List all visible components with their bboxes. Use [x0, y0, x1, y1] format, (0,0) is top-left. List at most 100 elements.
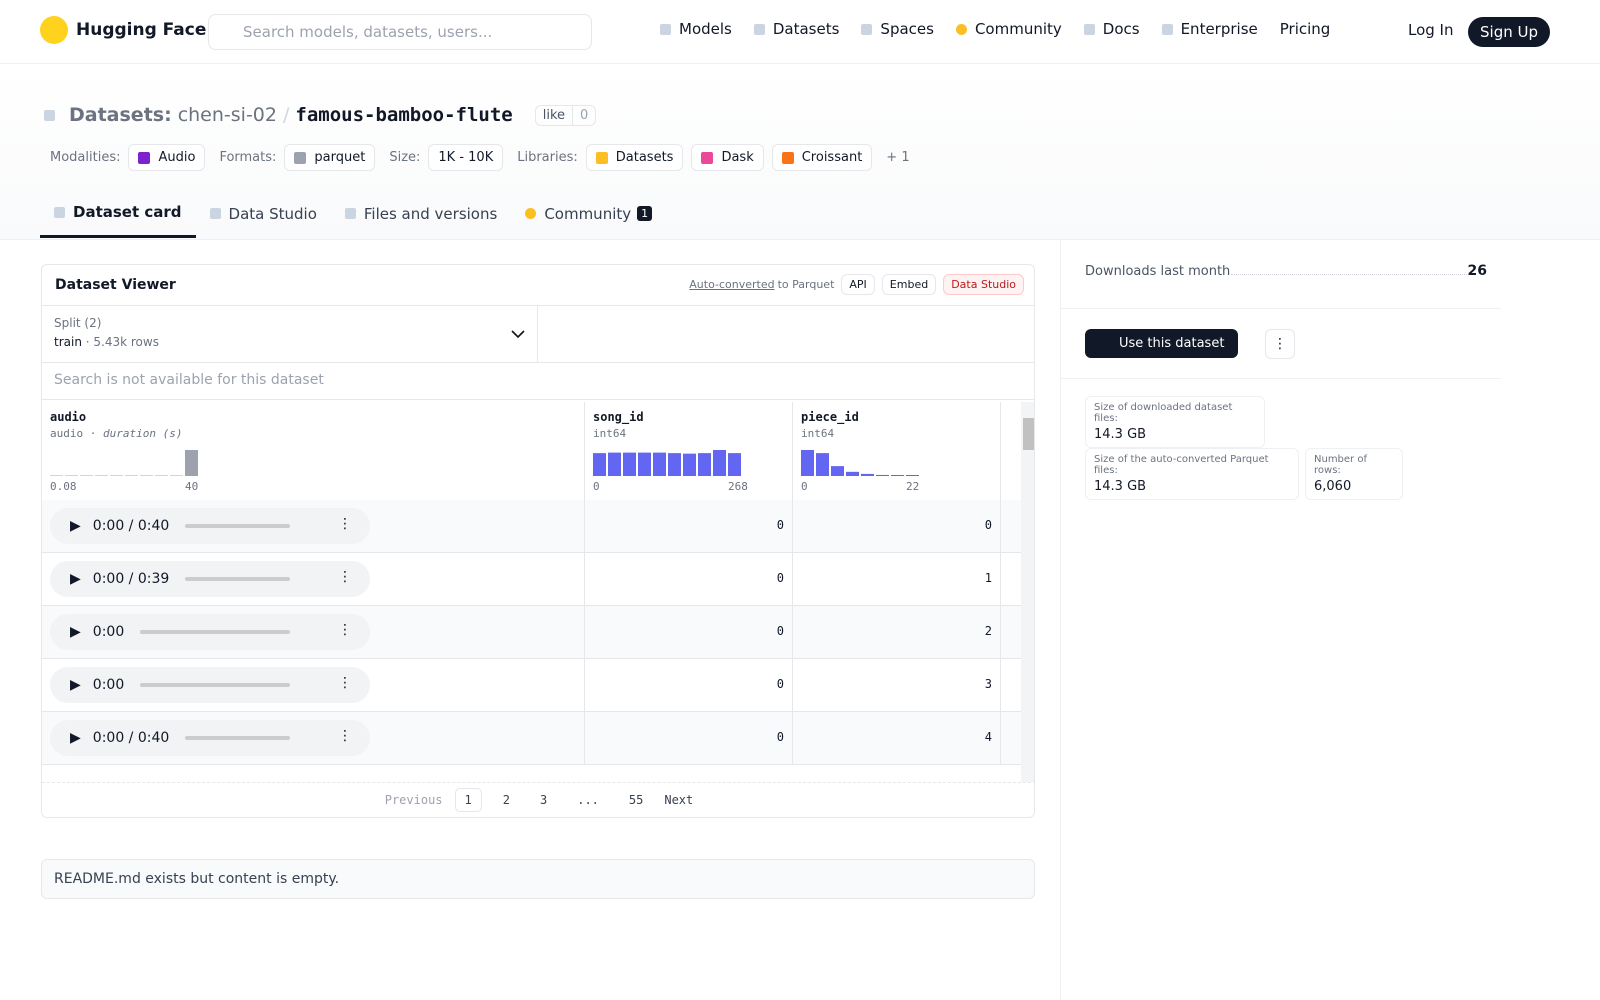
brand[interactable]: Hugging Face — [40, 16, 206, 44]
histogram-bar — [80, 475, 93, 476]
table-row: ▶ 0:00 ⋮ 0 2 — [42, 606, 1021, 659]
table-row: ▶ 0:00 / 0:39 ⋮ 0 1 — [42, 553, 1021, 606]
histogram-bar — [110, 475, 123, 476]
stat-card: Number of rows: 6,060 — [1305, 448, 1403, 500]
table-row: ▶ 0:00 / 0:40 ⋮ 0 0 — [42, 500, 1021, 553]
viewer-search: Search is not available for this dataset — [42, 363, 1034, 400]
split-select[interactable]: Split (2) train · 5.43k rows — [42, 306, 538, 362]
tab[interactable]: Community 1 — [511, 194, 666, 238]
hist-min: 0 — [593, 480, 600, 493]
split-label: Split (2) — [54, 316, 102, 330]
histogram-bar — [668, 453, 681, 476]
tag[interactable]: 1K - 10K — [428, 144, 504, 171]
tag[interactable]: Audio — [128, 144, 206, 171]
tag-text: Dask — [721, 150, 754, 165]
tab[interactable]: Dataset card — [40, 194, 196, 238]
song-id: 0 — [585, 712, 793, 765]
column-type: int64 — [593, 427, 784, 440]
signup[interactable]: Sign Up — [1468, 17, 1550, 47]
page[interactable]: 55 — [628, 793, 644, 807]
page[interactable]: 2 — [502, 793, 510, 807]
chevron — [511, 330, 525, 339]
viewer-button[interactable]: Embed — [881, 274, 937, 295]
previous[interactable]: Previous — [384, 793, 443, 807]
tab[interactable]: Data Studio — [196, 194, 331, 238]
tag-text: parquet — [314, 150, 366, 165]
nav-link[interactable]: Models — [660, 20, 732, 38]
nav-link[interactable]: Community — [955, 20, 1062, 38]
song-id: 0 — [585, 659, 793, 712]
page[interactable]: 1 — [454, 788, 482, 812]
viewer-button[interactable]: API — [841, 274, 875, 295]
histogram — [801, 450, 919, 476]
stat-value: 6,060 — [1314, 479, 1352, 494]
nav-link[interactable]: Datasets — [753, 20, 839, 38]
tab-label: Dataset card — [73, 203, 182, 221]
progress — [185, 736, 290, 740]
use-dataset[interactable]: Use this dataset — [1085, 329, 1239, 358]
histogram-bar — [683, 453, 696, 476]
tags: Modalities: Audio Formats: parquet Size: 1K -… — [44, 144, 910, 171]
column-header[interactable]: piece_id int64 0 22 — [793, 402, 1001, 500]
like-button[interactable]: like 0 — [534, 104, 597, 126]
audio-player[interactable]: ▶ 0:00 ⋮ — [50, 667, 370, 703]
column-name: piece_id — [801, 410, 859, 424]
tag[interactable]: Croissant — [771, 144, 873, 171]
nav-link-text: Spaces — [880, 20, 934, 38]
tag-group-label: Libraries: — [517, 150, 578, 165]
histogram — [50, 450, 198, 476]
play: ▶ — [70, 518, 81, 534]
tag[interactable]: Datasets — [585, 144, 684, 171]
histogram-bar — [593, 453, 606, 476]
hist-max: 22 — [906, 480, 920, 493]
tag[interactable]: parquet — [284, 144, 376, 171]
repo-name[interactable]: famous-bamboo-flute — [295, 104, 513, 126]
audio-player[interactable]: ▶ 0:00 ⋮ — [50, 614, 370, 650]
next[interactable]: Next — [664, 793, 694, 807]
viewer-button[interactable]: Data Studio — [943, 274, 1024, 295]
hist-max: 268 — [728, 480, 748, 493]
audio-cell: ▶ 0:00 / 0:39 ⋮ — [42, 553, 585, 606]
column-header[interactable]: audio audio · duration (s) 0.08 40 — [42, 402, 585, 500]
histogram-bar — [140, 475, 153, 476]
separator: / — [282, 104, 290, 126]
tag[interactable]: Dask — [691, 144, 764, 171]
more-tags[interactable]: + 1 — [886, 150, 910, 165]
search-box[interactable]: Search models, datasets, users... — [208, 14, 592, 50]
viewer-title: Dataset Viewer — [55, 277, 176, 293]
audio-time: 0:00 — [92, 624, 125, 640]
nav-link[interactable]: Enterprise — [1161, 20, 1258, 38]
page[interactable]: ... — [577, 793, 599, 807]
tab-icon — [525, 208, 537, 219]
auto-converted[interactable]: Auto-converted — [689, 278, 775, 291]
song-id: 0 — [585, 500, 793, 553]
audio-menu: ⋮ — [338, 569, 352, 585]
histogram-bar — [698, 453, 711, 476]
tab[interactable]: Files and versions — [331, 194, 511, 238]
progress — [140, 630, 290, 634]
nav-link[interactable]: Docs — [1083, 20, 1140, 38]
column-header[interactable]: song_id int64 0 268 — [585, 402, 793, 500]
histogram-bar — [95, 475, 108, 476]
audio-menu: ⋮ — [338, 728, 352, 744]
nav-link[interactable]: Spaces — [861, 20, 934, 38]
progress — [185, 577, 290, 581]
tag-text: Datasets — [615, 150, 674, 165]
stat-value: 14.3 GB — [1094, 479, 1147, 494]
audio-player[interactable]: ▶ 0:00 / 0:39 ⋮ — [50, 561, 370, 597]
histogram-bar — [713, 450, 726, 476]
piece-id: 1 — [793, 553, 1001, 606]
nav-link[interactable]: Pricing — [1280, 20, 1331, 38]
more-menu[interactable]: ⋮ — [1265, 329, 1295, 359]
column-type: int64 — [801, 427, 992, 440]
split-row: Split (2) train · 5.43k rows — [42, 306, 1034, 363]
song-id: 0 — [585, 553, 793, 606]
page[interactable]: 3 — [539, 793, 548, 807]
owner[interactable]: chen-si-02 — [177, 104, 277, 126]
audio-player[interactable]: ▶ 0:00 / 0:40 ⋮ — [50, 720, 370, 756]
login[interactable]: Log In — [1408, 21, 1454, 39]
dot: · — [83, 427, 103, 440]
audio-player[interactable]: ▶ 0:00 / 0:40 ⋮ — [50, 508, 370, 544]
histogram-bar — [653, 452, 666, 476]
nav-icon — [753, 23, 765, 35]
